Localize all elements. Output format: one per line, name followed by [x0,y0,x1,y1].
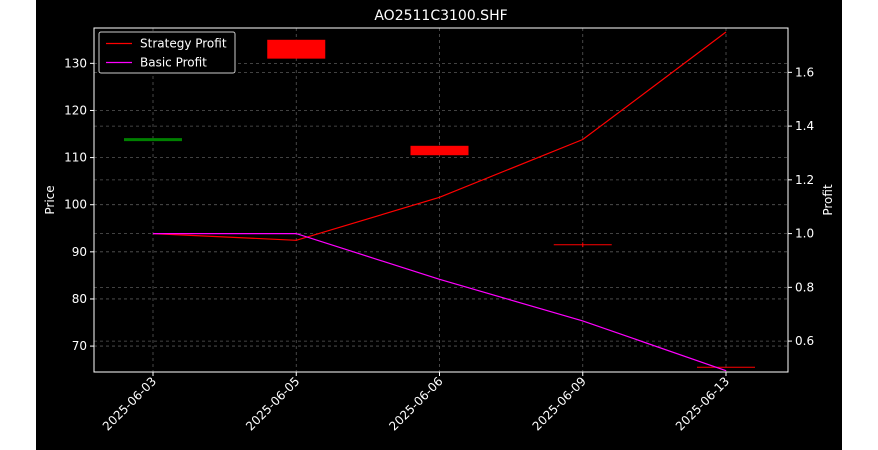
legend-label-basic-profit: Basic Profit [140,56,207,70]
candle [410,145,469,156]
right-y-axis: 0.6 0.8 1.0 1.2 1.4 1.6 [788,65,814,348]
candle-body [410,145,469,156]
chart-figure: AO2511C3100.SHF 70 80 90 100 110 120 130 0.6 0.… [36,0,842,450]
candle [267,39,326,59]
legend: Strategy Profit Basic Profit [98,31,236,74]
profit-lines [152,31,727,372]
candle [553,242,612,248]
x-tick-label: 2025-06-13 [673,374,732,433]
x-tick-label: 2025-06-03 [100,374,159,433]
left-tick-label: 80 [72,292,87,306]
candle-body [267,39,326,59]
left-tick-label: 90 [72,245,87,259]
series-line-basic-profit [153,232,727,372]
left-tick-label: 130 [64,56,87,70]
x-axis: 2025-06-03 2025-06-05 2025-06-06 2025-06-09… [100,372,732,433]
right-axis-label: Profit [821,184,835,216]
right-tick-label: 1.0 [795,227,814,241]
right-tick-label: 1.6 [795,65,814,79]
price-candles [124,39,755,368]
left-y-axis: 70 80 90 100 110 120 130 [64,56,94,353]
left-tick-label: 110 [64,151,87,165]
grid [94,28,788,372]
x-tick-label: 2025-06-09 [530,374,589,433]
left-axis-label: Price [43,185,57,214]
right-tick-label: 1.4 [795,119,814,133]
right-tick-label: 0.8 [795,280,814,294]
legend-box [98,31,236,74]
x-tick-label: 2025-06-06 [386,374,445,433]
left-tick-label: 120 [64,103,87,117]
plot-frame [93,27,789,373]
left-tick-label: 70 [72,339,87,353]
left-tick-label: 100 [64,198,87,212]
legend-label-strategy-profit: Strategy Profit [140,37,227,51]
x-tick-label: 2025-06-05 [243,374,302,433]
right-tick-label: 1.2 [795,173,814,187]
chart-title: AO2511C3100.SHF [374,8,507,24]
series-line-strategy-profit [152,31,727,241]
right-tick-label: 0.6 [795,334,814,348]
